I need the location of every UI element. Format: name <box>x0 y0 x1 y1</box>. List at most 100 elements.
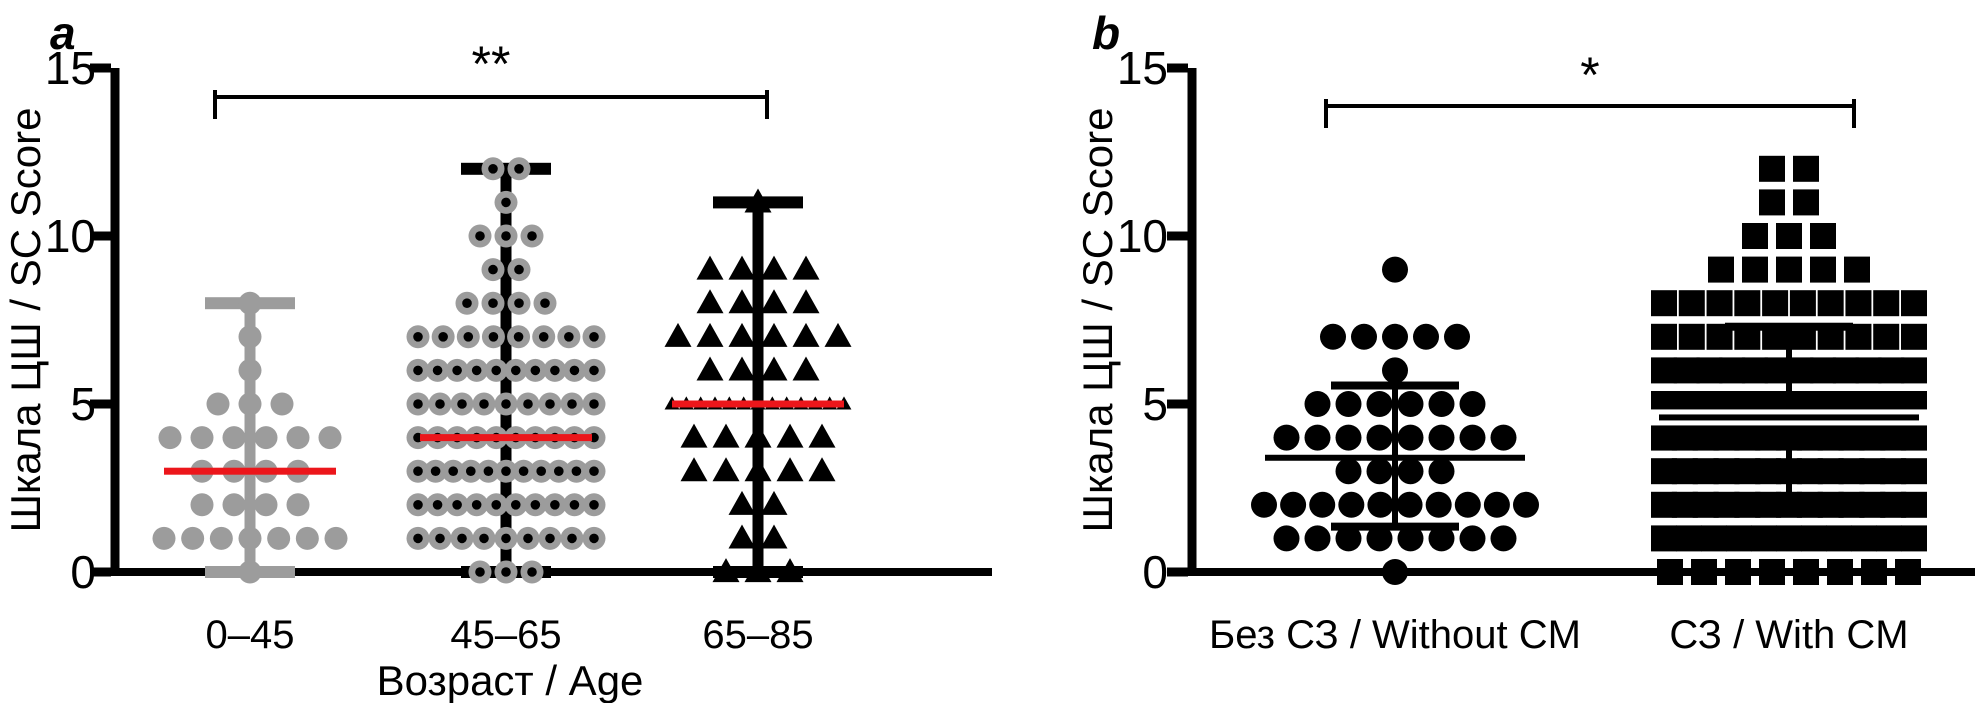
data-point <box>222 426 246 450</box>
data-point-center <box>514 164 524 174</box>
data-point <box>1397 458 1424 485</box>
data-point <box>1335 391 1362 417</box>
data-point-center <box>514 264 524 275</box>
data-point-center <box>435 533 445 544</box>
sd-error-cap <box>1725 500 1853 509</box>
y-axis <box>110 68 120 576</box>
x-category-label: 0–45 <box>206 613 295 657</box>
data-point <box>792 356 820 381</box>
data-point-center <box>413 533 423 544</box>
data-point <box>1428 424 1455 451</box>
data-point <box>1801 525 1827 552</box>
data-point <box>1759 559 1785 585</box>
data-point <box>696 356 724 381</box>
data-point-center <box>475 231 485 241</box>
data-point-center <box>513 332 524 342</box>
range-whisker-line <box>752 202 764 572</box>
data-point-center <box>457 533 467 544</box>
data-point <box>1793 155 1819 182</box>
y-tick <box>1167 63 1188 73</box>
data-point <box>254 493 278 517</box>
data-point-center <box>501 197 511 208</box>
data-point-center <box>527 231 537 241</box>
data-point <box>1444 323 1470 350</box>
data-point <box>1706 290 1733 317</box>
panel-a-label: a <box>50 7 76 59</box>
data-point <box>1793 559 1819 585</box>
data-point <box>286 493 310 517</box>
data-point <box>1751 525 1777 552</box>
data-point <box>1335 424 1362 451</box>
data-point <box>1901 424 1927 451</box>
data-point-center <box>452 500 462 510</box>
y-tick-label: 15 <box>45 42 96 94</box>
data-point <box>1810 256 1836 283</box>
data-point-center <box>554 466 564 477</box>
data-point <box>728 490 756 515</box>
significance-bracket-tick <box>213 90 217 119</box>
data-point <box>190 426 214 450</box>
data-point <box>792 289 820 314</box>
data-point-center <box>479 399 489 409</box>
y-axis-title: Шкала ЦШ / SC Score <box>1074 108 1121 533</box>
mean-line <box>1265 454 1525 461</box>
data-point <box>1851 525 1877 552</box>
data-point <box>728 289 756 314</box>
data-point <box>712 423 740 448</box>
data-point <box>238 291 262 315</box>
data-point <box>1878 357 1905 384</box>
data-point-center <box>491 500 502 510</box>
x-axis <box>110 568 992 576</box>
y-axis-title: Шкала ЦШ / SC Score <box>2 108 49 533</box>
data-point <box>1861 559 1887 585</box>
data-point <box>712 558 740 583</box>
data-point <box>1691 559 1717 585</box>
median-line <box>164 467 336 475</box>
x-category-label: 45–65 <box>450 613 561 657</box>
data-point-center <box>536 466 546 477</box>
data-point <box>1367 491 1394 518</box>
data-point <box>1719 357 1746 384</box>
data-point <box>760 524 788 549</box>
data-point <box>728 255 756 280</box>
data-point <box>1832 357 1859 384</box>
significance-bracket <box>1326 104 1854 108</box>
range-whisker-line <box>244 303 256 572</box>
panel-b-label: b <box>1092 7 1121 59</box>
data-point <box>1454 491 1481 518</box>
data-point <box>181 526 205 550</box>
y-tick <box>90 399 111 409</box>
data-point-center <box>545 399 555 409</box>
data-point <box>1320 323 1346 350</box>
data-point <box>792 255 820 280</box>
data-point <box>728 356 756 381</box>
data-point <box>270 392 294 416</box>
data-point-center <box>530 500 541 510</box>
data-point-center <box>569 500 580 510</box>
data-point <box>1338 491 1365 518</box>
sd-error-cap <box>1331 522 1459 531</box>
data-point-center <box>510 500 521 510</box>
data-point <box>1876 525 1902 552</box>
data-point <box>1678 323 1705 350</box>
data-point <box>1817 290 1844 317</box>
data-point <box>1651 525 1677 552</box>
data-point-center <box>514 298 524 309</box>
data-point-center <box>545 533 555 544</box>
data-point <box>1366 424 1393 451</box>
data-point-center <box>538 332 549 342</box>
data-point <box>158 426 182 450</box>
data-point <box>1725 559 1751 585</box>
data-point-center <box>488 332 499 342</box>
data-point <box>1382 559 1408 585</box>
y-tick <box>90 231 111 241</box>
data-point-center <box>501 466 511 477</box>
data-point <box>1708 256 1734 283</box>
data-point <box>1459 525 1486 552</box>
data-point <box>760 490 788 515</box>
data-point <box>286 426 310 450</box>
data-point <box>744 188 772 213</box>
significance-stars: * <box>1580 47 1599 103</box>
data-point <box>238 526 262 550</box>
